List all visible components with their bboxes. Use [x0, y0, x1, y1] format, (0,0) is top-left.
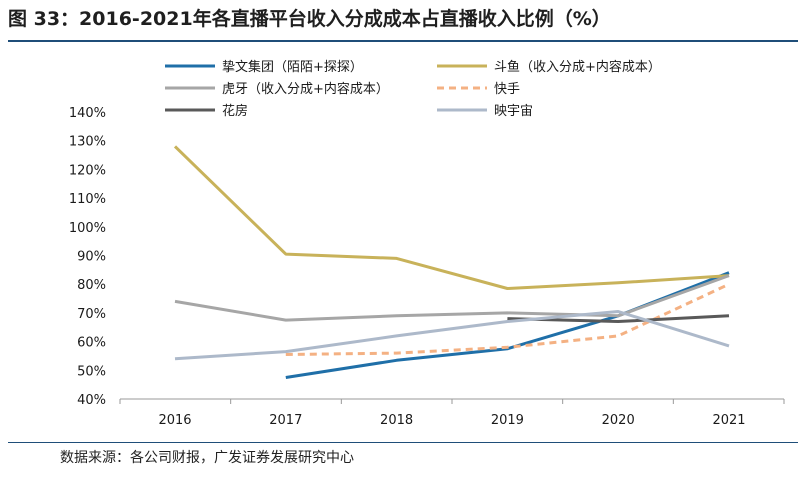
- y-axis: 40% 50% 60% 70% 80% 90% 100% 110% 120% 130% 140%: [69, 106, 106, 408]
- x-tick-label: 2017: [269, 413, 302, 428]
- y-tick-label: 110%: [69, 192, 106, 207]
- series-line-3: [174, 274, 730, 322]
- plot-area: [173, 145, 730, 379]
- y-tick-label: 90%: [77, 250, 106, 265]
- legend-label: 虎牙（收入分成+内容成本）: [222, 81, 389, 97]
- legend-label: 快手: [494, 82, 520, 97]
- chart-legend: 挚文集团（陌陌+探探） 斗鱼（收入分成+内容成本） 虎牙（收入分成+内容成本） 快手花…: [165, 59, 661, 119]
- x-axis: 2016 2017 2018 2019 2020 2021: [119, 398, 785, 428]
- x-tick-label: 2021: [712, 413, 745, 428]
- y-tick-label: 130%: [69, 135, 106, 150]
- y-tick-label: 140%: [69, 106, 106, 121]
- legend-item: 花房: [165, 103, 248, 119]
- legend-item: 映宇宙: [437, 104, 533, 119]
- legend-label: 花房: [222, 103, 248, 119]
- y-tick-label: 60%: [77, 336, 106, 351]
- series-line-2: [173, 145, 730, 290]
- legend-label: 挚文集团（陌陌+探探）: [222, 59, 363, 75]
- y-tick-label: 120%: [69, 163, 106, 178]
- line-chart: 挚文集团（陌陌+探探） 斗鱼（收入分成+内容成本） 虎牙（收入分成+内容成本） 快手花…: [69, 59, 785, 428]
- legend-item: 挚文集团（陌陌+探探）: [165, 59, 363, 75]
- title-divider: [8, 40, 798, 42]
- y-tick-label: 40%: [77, 393, 106, 408]
- x-tick-label: 2016: [158, 413, 191, 428]
- x-tick-label: 2018: [380, 413, 413, 428]
- figure-title: 图 33：2016-2021年各直播平台收入分成成本占直播收入比例（%）: [8, 8, 611, 30]
- y-tick-label: 80%: [77, 278, 106, 293]
- y-tick-label: 70%: [77, 307, 106, 322]
- x-tick-label: 2019: [491, 413, 524, 428]
- legend-item: 斗鱼（收入分成+内容成本）: [437, 59, 661, 75]
- y-tick-label: 50%: [77, 364, 106, 379]
- legend-label: 斗鱼（收入分成+内容成本）: [494, 59, 661, 75]
- legend-label: 映宇宙: [494, 104, 533, 119]
- x-tick-label: 2020: [602, 413, 635, 428]
- figure-source: 数据来源：各公司财报，广发证券发展研究中心: [60, 450, 354, 466]
- legend-item: 快手: [437, 82, 520, 97]
- series-line-6: [174, 310, 730, 361]
- y-tick-label: 100%: [69, 221, 106, 236]
- source-divider: [8, 442, 798, 443]
- legend-item: 虎牙（收入分成+内容成本）: [165, 81, 389, 97]
